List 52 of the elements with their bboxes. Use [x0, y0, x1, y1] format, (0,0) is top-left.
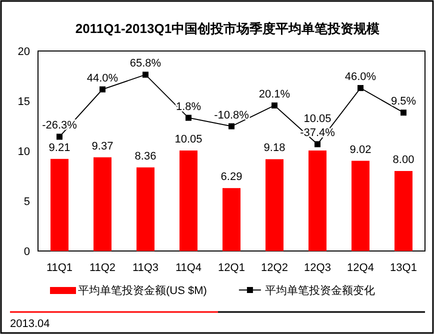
point — [358, 85, 364, 92]
point — [56, 134, 62, 140]
data-label: 9.37 — [92, 140, 114, 152]
x-tick-label: 11Q3 — [132, 262, 159, 274]
bar — [136, 167, 154, 251]
x-tick-label: 13Q1 — [390, 262, 417, 274]
x-tick-label: 12Q2 — [261, 262, 288, 274]
data-label: 8.00 — [392, 154, 414, 166]
y-tick-label: 0 — [24, 246, 30, 258]
text: 2013.04 — [10, 318, 50, 330]
bar — [50, 158, 68, 251]
x-tick-label: 11Q2 — [89, 262, 116, 274]
bar — [180, 150, 198, 251]
y-tick-label: 5 — [24, 196, 30, 208]
x-tick-label: 11Q1 — [46, 262, 73, 274]
x-tick-label: 11Q4 — [175, 262, 202, 274]
bar — [266, 159, 284, 251]
bar — [394, 171, 412, 251]
data-label: 10.05 — [174, 134, 202, 146]
data-label: 10.05 — [304, 113, 332, 126]
legend-label: 平均单笔投资金额变化 — [264, 284, 375, 297]
point — [142, 72, 148, 78]
data-label: 65.8% — [130, 58, 162, 70]
chart-title: 2011Q1-2013Q1中国创投市场季度平均单笔投资规模 — [75, 21, 380, 36]
bar — [352, 160, 370, 251]
y-tick-label: 20 — [18, 46, 30, 58]
data-label: 20.1% — [258, 88, 290, 100]
bar — [222, 188, 240, 251]
y-tick-label: 10 — [18, 146, 30, 158]
point — [314, 141, 320, 148]
data-label: 46.0% — [344, 71, 376, 84]
data-label: 8.36 — [134, 150, 156, 162]
bar — [308, 150, 326, 251]
data-label: -10.8% — [214, 109, 250, 122]
y-tick-label: 15 — [18, 96, 30, 108]
legend-label: 平均单笔投资金额(US $M) — [78, 284, 207, 297]
data-label: 9.02 — [350, 144, 372, 156]
bar — [94, 157, 112, 251]
data-label: 6.29 — [220, 171, 242, 184]
point — [228, 123, 234, 130]
data-label: 44.0% — [86, 72, 118, 84]
x-tick-label: 12Q4 — [347, 262, 374, 274]
point — [100, 86, 106, 92]
x-tick-label: 12Q1 — [218, 262, 245, 274]
data-label: 9.18 — [264, 142, 286, 154]
data-label: 9.5% — [390, 96, 416, 108]
point — [186, 114, 192, 121]
x-tick-label: 12Q3 — [304, 262, 331, 274]
data-label: 9.21 — [48, 142, 70, 154]
point — [400, 110, 406, 116]
data-label: 1.8% — [176, 100, 202, 113]
point — [272, 102, 278, 108]
